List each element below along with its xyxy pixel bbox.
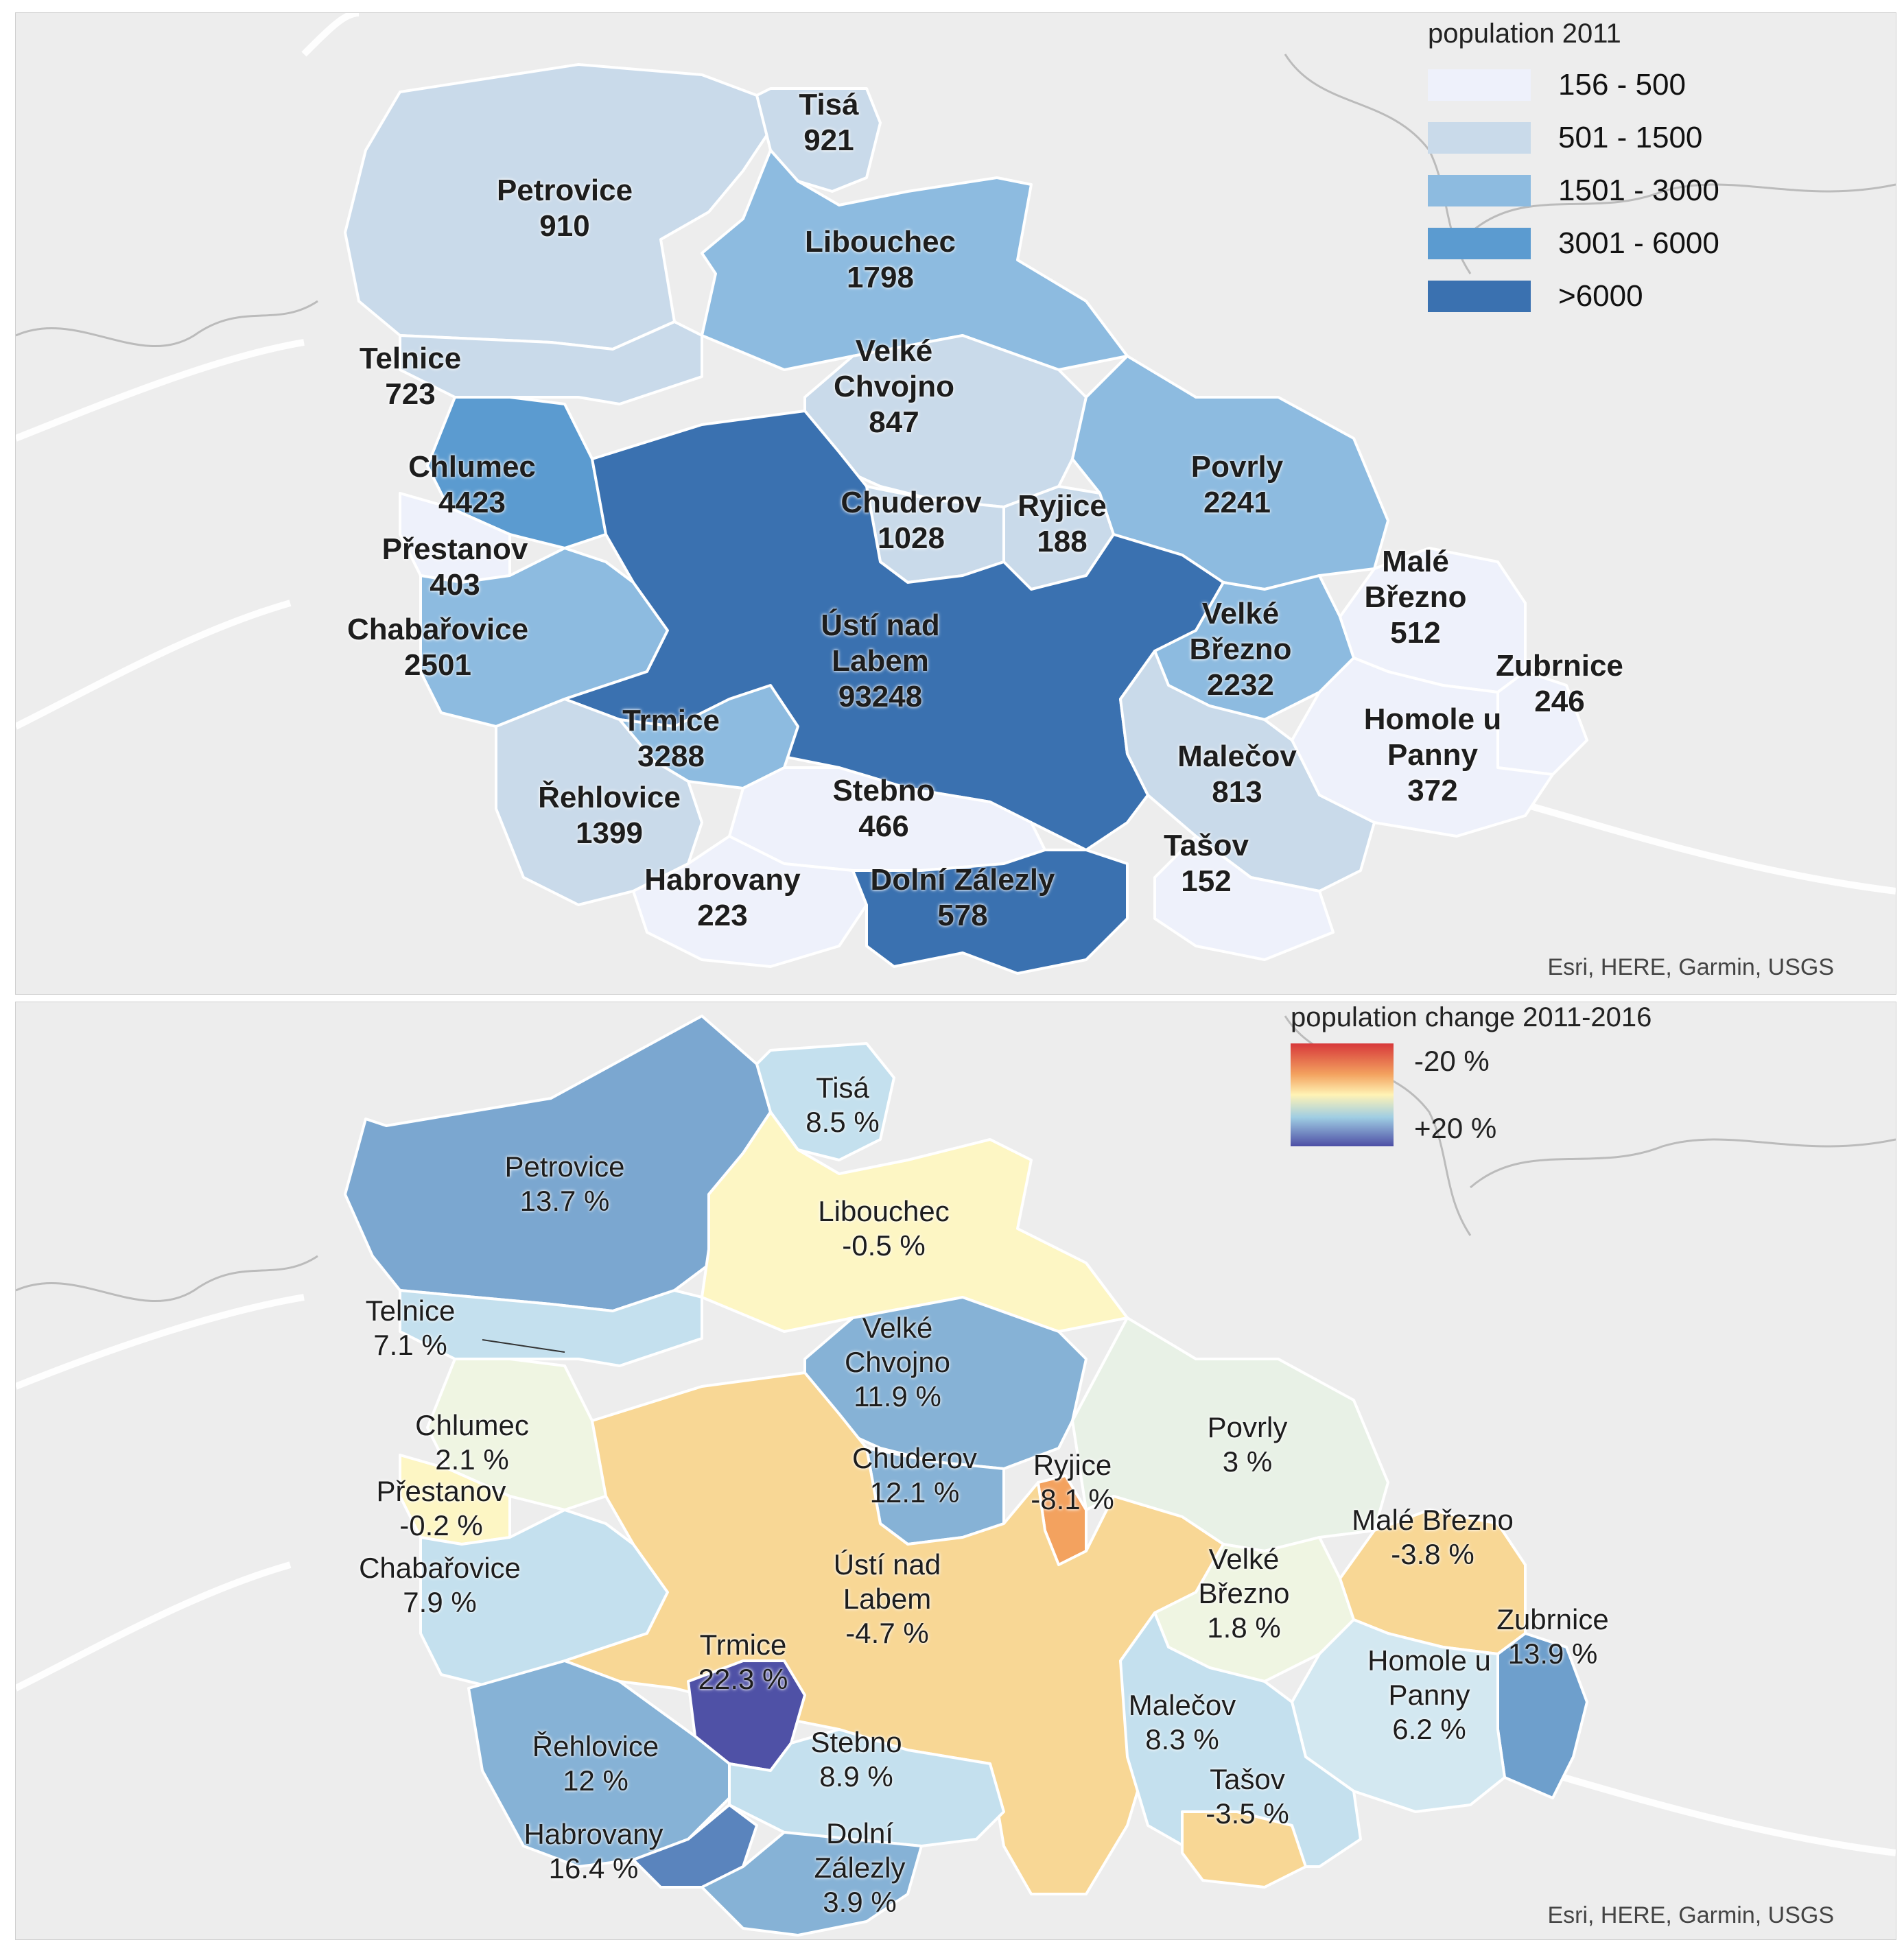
label-prestanov: Přestanov 403	[381, 532, 528, 602]
label-rehlovice: Řehlovice 1399	[538, 781, 681, 850]
population-2011-map: Tisá 921 Petrovice 910 Libouchec 1798 Telni…	[15, 12, 1896, 995]
region-telnice	[399, 1289, 703, 1367]
label-telnice: Telnice 7.1 %	[365, 1294, 456, 1361]
map-attribution: Esri, HERE, Garmin, USGS	[1547, 954, 1834, 980]
label-tisa: Tisá 921	[799, 88, 859, 157]
label-tisa: Tisá 8.5 %	[806, 1072, 880, 1138]
legend-swatch	[1428, 228, 1531, 259]
map-basemap-bottom	[16, 1015, 1896, 1937]
label-dolni-zalezly: Dolní Zálezly 3.9 %	[814, 1817, 906, 1918]
region-rehlovice	[495, 698, 703, 906]
label-chabarovice: Chabařovice 7.9 %	[359, 1552, 521, 1618]
legend-item-4: 3001 - 6000	[1428, 226, 1719, 261]
label-homole: Homole u Panny 372	[1363, 702, 1502, 807]
label-zubrnice: Zubrnice 13.9 %	[1496, 1603, 1609, 1670]
legend-item-5: >6000	[1428, 279, 1643, 314]
region-shapes-bottom	[344, 1015, 1588, 1937]
region-malecov	[1119, 650, 1376, 892]
label-stebno: Stebno 466	[832, 774, 935, 843]
label-chuderov: Chuderov 1028	[841, 486, 982, 555]
region-shapes-top	[344, 63, 1588, 975]
legend-label: 3001 - 6000	[1558, 226, 1719, 260]
label-usti: Ústí nad Labem -4.7 %	[833, 1548, 941, 1649]
label-trmice: Trmice 3288	[622, 704, 720, 773]
label-male-brezno: Malé Březno 512	[1364, 545, 1467, 650]
legend-item-2: 501 - 1500	[1428, 121, 1702, 155]
label-tasov: Tašov 152	[1164, 829, 1249, 898]
label-rehlovice: Řehlovice 12 %	[532, 1730, 659, 1797]
label-velke-brezno: Velké Březno 1.8 %	[1198, 1543, 1290, 1644]
label-usti: Ústí nad Labem 93248	[821, 608, 940, 713]
label-homole: Homole u Panny 6.2 %	[1367, 1644, 1491, 1745]
map-basemap-top	[16, 13, 1896, 975]
label-tasov: Tašov -3.5 %	[1206, 1763, 1289, 1830]
label-malecov: Malečov 813	[1177, 740, 1297, 809]
label-stebno: Stebno 8.9 %	[810, 1726, 902, 1793]
label-trmice: Trmice 22.3 %	[698, 1629, 788, 1695]
region-rehlovice	[467, 1659, 731, 1868]
label-chabarovice: Chabařovice 2501	[346, 613, 529, 682]
region-dolni-zalezly	[851, 849, 1129, 975]
legend-item-3: 1501 - 3000	[1428, 174, 1719, 208]
label-habrovany: Habrovany 16.4 %	[524, 1818, 663, 1884]
label-povrly: Povrly 2241	[1190, 450, 1284, 519]
label-velke-chvojno: Velké Chvojno 11.9 %	[844, 1312, 951, 1412]
legend-min-label: -20 %	[1414, 1045, 1490, 1077]
legend-swatch	[1428, 175, 1531, 206]
label-ryjice: Ryjice -8.1 %	[1031, 1449, 1114, 1515]
legend-swatch	[1428, 69, 1531, 101]
label-povrly: Povrly 3 %	[1207, 1411, 1288, 1478]
region-petrovice	[344, 63, 772, 351]
label-petrovice: Petrovice 13.7 %	[504, 1150, 625, 1217]
label-male-brezno: Malé Březno -3.8 %	[1352, 1504, 1514, 1570]
population-change-map: Tisá 8.5 % Petrovice 13.7 % Libouchec -0.5 …	[15, 1002, 1896, 1940]
region-tasov	[1153, 835, 1335, 961]
label-ryjice: Ryjice 188	[1018, 489, 1107, 558]
region-tasov	[1181, 1810, 1307, 1889]
label-zubrnice: Zubrnice 246	[1496, 649, 1623, 718]
region-telnice	[399, 320, 703, 405]
label-telnice: Telnice 723	[359, 342, 462, 411]
label-malecov: Malečov 8.3 %	[1128, 1689, 1236, 1755]
legend-label: 156 - 500	[1558, 68, 1686, 102]
region-chlumec	[426, 396, 607, 549]
legend-swatch	[1428, 122, 1531, 154]
label-chlumec: Chlumec 2.1 %	[415, 1409, 529, 1476]
region-dolni-zalezly	[701, 1831, 923, 1937]
map-attribution: Esri, HERE, Garmin, USGS	[1547, 1902, 1834, 1928]
label-velke-brezno: Velké Březno 2232	[1189, 597, 1292, 702]
label-dolni-zalezly: Dolní Zálezly 578	[870, 863, 1055, 932]
label-chlumec: Chlumec 4423	[408, 450, 536, 519]
label-prestanov: Přestanov -0.2 %	[376, 1475, 506, 1541]
legend-title-change: population change 2011-2016	[1291, 1002, 1652, 1032]
legend-title-population: population 2011	[1428, 19, 1621, 49]
label-habrovany: Habrovany 223	[644, 863, 801, 932]
region-petrovice	[344, 1015, 772, 1312]
label-chuderov: Chuderov 12.1 %	[851, 1442, 978, 1509]
region-habrovany	[632, 1804, 758, 1889]
legend-label: >6000	[1558, 279, 1643, 313]
legend-label: 1501 - 3000	[1558, 174, 1719, 207]
region-libouchec	[701, 1111, 1129, 1333]
legend-label: 501 - 1500	[1558, 121, 1703, 154]
legend-gradient-bar	[1291, 1043, 1394, 1146]
label-petrovice: Petrovice 910	[496, 174, 633, 243]
legend-item-1: 156 - 500	[1428, 68, 1686, 102]
region-libouchec	[701, 149, 1129, 371]
label-libouchec: Libouchec 1798	[804, 225, 956, 294]
region-malecov	[1119, 1611, 1362, 1868]
label-velke-chvojno: Velké Chvojno 847	[834, 334, 954, 439]
label-libouchec: Libouchec -0.5 %	[818, 1195, 950, 1262]
legend-max-label: +20 %	[1414, 1112, 1497, 1144]
legend-swatch	[1428, 281, 1531, 312]
region-chlumec	[426, 1358, 607, 1511]
